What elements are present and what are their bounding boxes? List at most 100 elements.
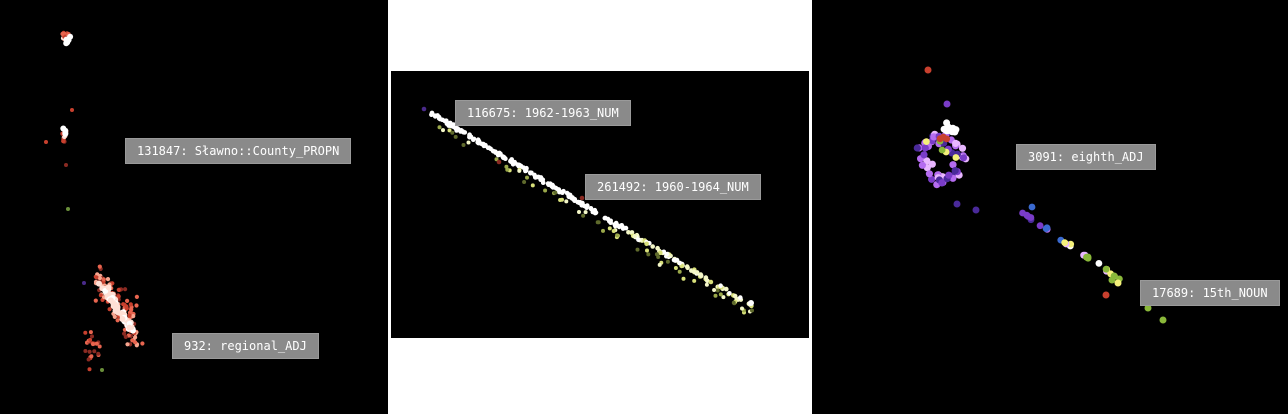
data-point (540, 180, 546, 185)
data-point (92, 349, 97, 354)
data-point (461, 143, 466, 147)
data-point (715, 288, 720, 293)
data-point (721, 295, 726, 300)
data-point (923, 138, 930, 146)
data-point (64, 163, 68, 167)
data-point (432, 113, 438, 118)
data-point (112, 305, 119, 312)
data-point (674, 257, 680, 263)
data-point (450, 130, 455, 135)
data-point (918, 161, 926, 169)
data-point (454, 128, 459, 133)
data-point (636, 237, 641, 242)
data-point (98, 293, 103, 298)
data-point (708, 279, 714, 285)
data-point (62, 130, 69, 136)
data-point (532, 172, 537, 178)
data-point (615, 233, 620, 238)
data-point (561, 188, 566, 194)
data-point (539, 176, 544, 181)
data-point (447, 128, 452, 133)
data-point (460, 129, 466, 134)
scatter-panel-middle: 116675: 1962-1963_NUM 261492: 1960-1964_… (391, 71, 809, 338)
data-point (116, 294, 121, 299)
data-point (550, 185, 556, 190)
data-point (928, 160, 936, 168)
data-point (107, 307, 112, 312)
data-point (119, 316, 126, 322)
data-point (685, 265, 690, 271)
data-point (656, 255, 661, 259)
data-point (953, 200, 961, 208)
data-point (93, 298, 98, 303)
data-point (1095, 260, 1103, 267)
data-point (623, 225, 629, 231)
data-point (89, 354, 94, 359)
data-point (88, 330, 93, 335)
data-point (83, 349, 88, 353)
data-point (645, 248, 649, 253)
data-point (100, 368, 104, 372)
data-point (61, 138, 66, 144)
data-point (441, 128, 445, 133)
data-point (1102, 265, 1110, 273)
data-point (1083, 253, 1090, 261)
data-point (83, 330, 88, 335)
scatter-plot-left (44, 30, 145, 372)
data-point (959, 154, 968, 162)
data-point (601, 228, 605, 233)
data-point (129, 307, 134, 312)
data-point (87, 367, 92, 372)
data-point (523, 168, 528, 174)
data-point (94, 341, 99, 346)
data-point (447, 121, 452, 126)
point-label-15th: 17689: 15th_NOUN (1140, 280, 1280, 306)
data-point (70, 108, 74, 112)
data-point (632, 234, 637, 239)
data-point (596, 220, 601, 225)
data-point (123, 287, 128, 292)
data-point (694, 270, 700, 275)
data-point (497, 150, 502, 156)
data-point (128, 302, 133, 307)
data-point (466, 140, 471, 145)
point-label-slawno: 131847: Sławno::County_PROPN (125, 138, 352, 164)
data-point (740, 306, 744, 311)
data-point (545, 181, 551, 186)
data-point (677, 260, 682, 266)
data-point (1102, 291, 1110, 299)
data-point (453, 134, 458, 139)
data-point (140, 341, 145, 346)
data-point (938, 179, 946, 187)
data-point (501, 155, 506, 161)
data-point (718, 283, 723, 288)
data-point (468, 134, 474, 140)
data-point (97, 344, 102, 349)
data-point (87, 349, 92, 354)
point-label-1962-1963: 116675: 1962-1963_NUM (455, 100, 631, 126)
data-point (521, 165, 526, 170)
point-label-regional: 932: regional_ADJ (172, 333, 319, 359)
data-point (480, 142, 486, 147)
data-point (731, 300, 736, 305)
data-point (664, 251, 669, 257)
data-point (583, 210, 588, 215)
data-point (952, 154, 960, 161)
data-point (951, 167, 959, 175)
data-point (646, 252, 651, 257)
data-point (603, 215, 608, 221)
data-point (133, 340, 138, 345)
data-point (101, 277, 106, 282)
data-point (924, 66, 932, 74)
data-point (127, 313, 132, 318)
data-point (928, 175, 936, 183)
data-point (579, 195, 585, 201)
data-point (952, 139, 960, 147)
data-point (738, 295, 743, 300)
data-point (496, 159, 502, 165)
data-point (581, 213, 586, 218)
data-point (566, 194, 571, 199)
data-point (491, 149, 496, 154)
point-label-eighth: 3091: eighth_ADJ (1016, 144, 1156, 170)
data-point (644, 241, 649, 247)
